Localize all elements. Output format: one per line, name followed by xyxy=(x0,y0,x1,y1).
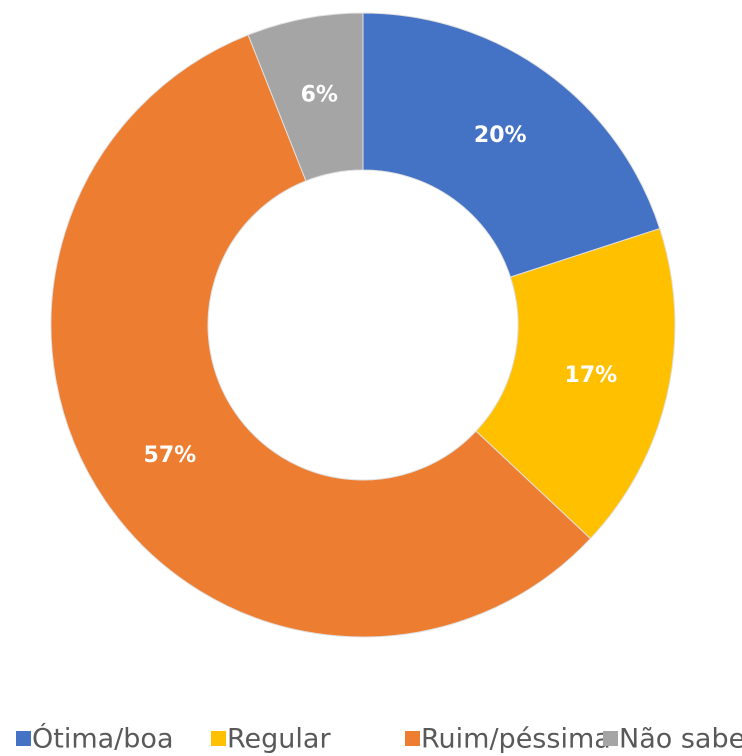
donut-segment xyxy=(50,34,592,638)
legend-label: Ruim/péssima xyxy=(421,724,611,755)
data-label: 17% xyxy=(565,363,618,388)
data-label: 6% xyxy=(301,83,338,108)
legend-swatch xyxy=(603,731,618,746)
legend-swatch xyxy=(16,731,31,746)
legend-label: Regular xyxy=(227,724,331,755)
legend-swatch xyxy=(211,731,226,746)
legend-label: Não sabe xyxy=(619,724,742,755)
legend-swatch xyxy=(405,731,420,746)
data-label: 57% xyxy=(144,443,197,468)
data-label: 20% xyxy=(474,123,527,148)
donut-segment xyxy=(247,12,364,182)
donut-segment xyxy=(475,227,676,540)
donut-segment xyxy=(362,12,661,278)
legend-label: Ótima/boa xyxy=(32,723,174,755)
